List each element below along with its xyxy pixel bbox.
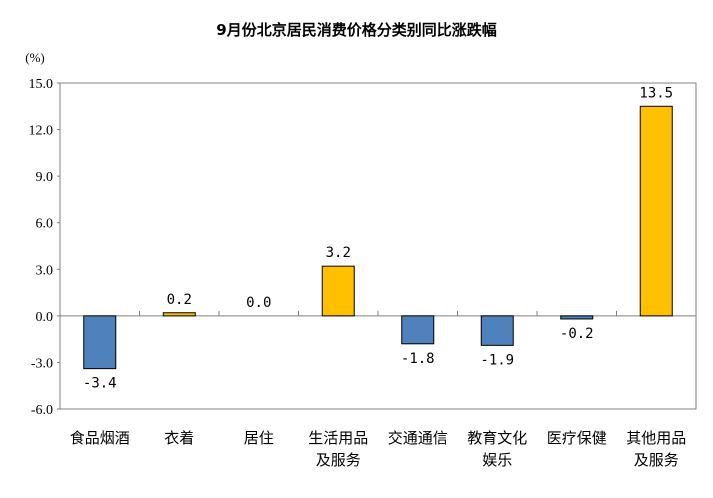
data-label: 3.2 xyxy=(326,245,351,261)
y-tick-label: -6.0 xyxy=(31,403,53,418)
y-tick-label: 3.0 xyxy=(36,263,54,278)
x-tick-label: 居住 xyxy=(244,429,274,447)
x-tick-label: 及服务 xyxy=(316,451,361,469)
data-label: -3.4 xyxy=(83,376,117,392)
bar xyxy=(639,105,673,317)
bar xyxy=(321,265,355,317)
x-tick-label: 交通通信 xyxy=(388,429,448,447)
data-label: 0.0 xyxy=(246,295,271,311)
data-label: -1.8 xyxy=(401,351,435,367)
x-tick-label: 教育文化 xyxy=(467,429,527,447)
y-tick-label: -3.0 xyxy=(31,356,53,371)
bar xyxy=(83,315,117,370)
bar xyxy=(560,315,594,320)
y-tick-label: 0.0 xyxy=(36,310,54,325)
data-label: 0.2 xyxy=(167,292,192,308)
x-tick-label: 其他用品 xyxy=(626,429,686,447)
data-label: -0.2 xyxy=(560,326,594,342)
x-tick-label: 生活用品 xyxy=(308,429,368,447)
y-axis-label: (%) xyxy=(25,50,45,65)
y-tick-label: 6.0 xyxy=(36,217,54,232)
y-tick-label: 15.0 xyxy=(29,77,54,92)
x-tick-label: 衣着 xyxy=(164,429,194,447)
chart-title: 9月份北京居民消费价格分类别同比涨跌幅 xyxy=(216,21,497,39)
y-tick-label: 12.0 xyxy=(29,124,54,139)
plot-frame xyxy=(59,82,697,410)
x-tick-label: 娱乐 xyxy=(482,451,512,469)
data-label: 13.5 xyxy=(639,85,673,101)
bar xyxy=(480,315,514,346)
data-label: -1.9 xyxy=(480,352,514,368)
x-tick-label: 及服务 xyxy=(634,451,679,469)
x-tick-label: 医疗保健 xyxy=(547,429,607,447)
y-tick-label: 9.0 xyxy=(36,170,54,185)
bar xyxy=(162,312,196,317)
x-tick-label: 食品烟酒 xyxy=(70,429,130,447)
bar xyxy=(401,315,435,345)
